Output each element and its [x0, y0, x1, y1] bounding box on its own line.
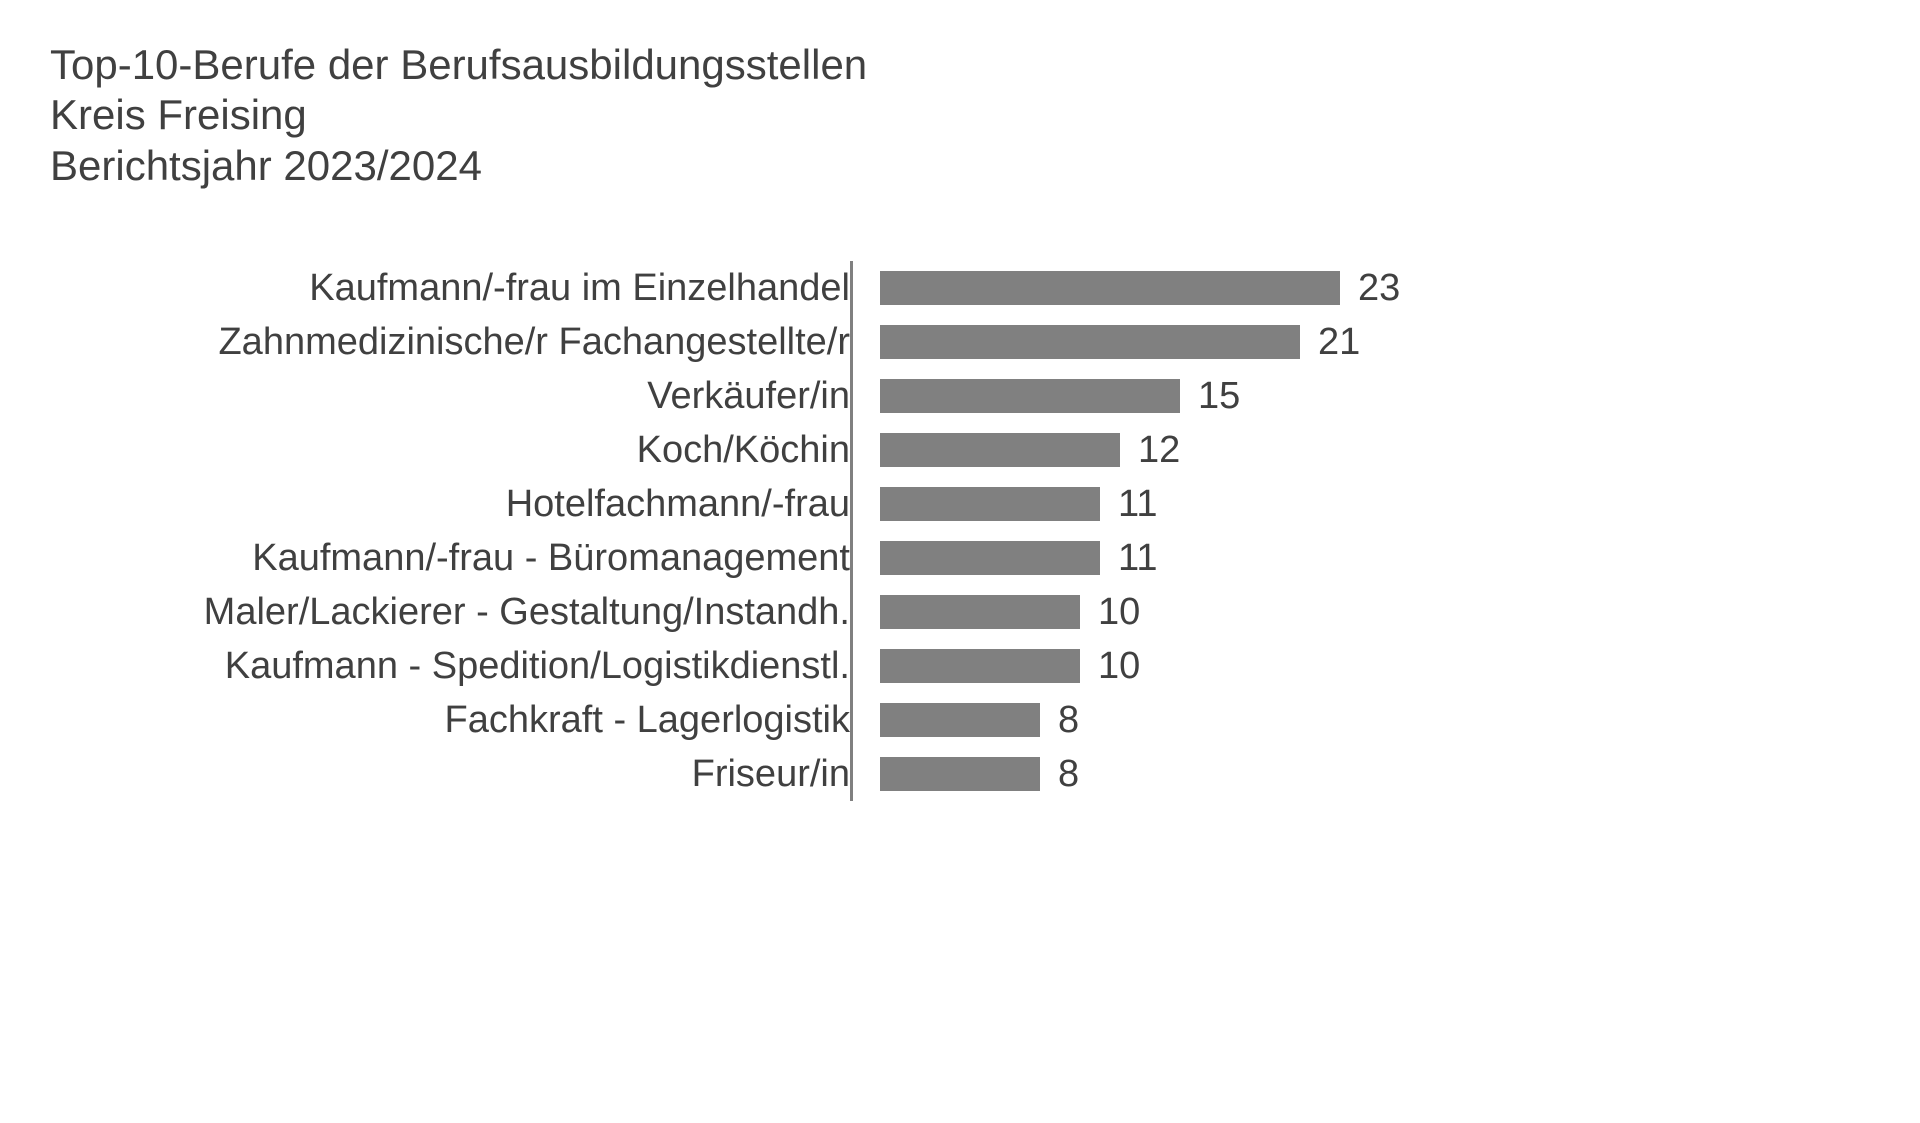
- bar-area: 10: [870, 645, 1870, 688]
- bar-value: 8: [1058, 699, 1079, 742]
- title-line-1: Top-10-Berufe der Berufsausbildungsstell…: [50, 40, 1870, 90]
- bar-area: 12: [870, 429, 1870, 472]
- chart-title: Top-10-Berufe der Berufsausbildungsstell…: [50, 40, 1870, 191]
- bar-row: Kaufmann - Spedition/Logistikdienstl. 10: [110, 639, 1870, 693]
- bar-value: 11: [1118, 537, 1157, 580]
- bar-value: 11: [1118, 483, 1157, 526]
- bar-area: 10: [870, 591, 1870, 634]
- bar-row: Fachkraft - Lagerlogistik 8: [110, 693, 1870, 747]
- bar-label: Friseur/in: [110, 753, 870, 796]
- bar-label: Maler/Lackierer - Gestaltung/Instandh.: [110, 591, 870, 634]
- bar-area: 8: [870, 699, 1870, 742]
- bar-row: Kaufmann/-frau - Büromanagement 11: [110, 531, 1870, 585]
- bar-area: 8: [870, 753, 1870, 796]
- bar-row: Zahnmedizinische/r Fachangestellte/r 21: [110, 315, 1870, 369]
- bar: [880, 649, 1080, 683]
- bar-label: Zahnmedizinische/r Fachangestellte/r: [110, 321, 870, 364]
- bar-row: Hotelfachmann/-frau 11: [110, 477, 1870, 531]
- chart-container: Top-10-Berufe der Berufsausbildungsstell…: [0, 0, 1920, 841]
- bar-row: Friseur/in 8: [110, 747, 1870, 801]
- bar-value: 10: [1098, 645, 1140, 688]
- bar-row: Maler/Lackierer - Gestaltung/Instandh. 10: [110, 585, 1870, 639]
- bar-area: 21: [870, 321, 1870, 364]
- bar-row: Kaufmann/-frau im Einzelhandel 23: [110, 261, 1870, 315]
- bar-label: Hotelfachmann/-frau: [110, 483, 870, 526]
- bar-label: Fachkraft - Lagerlogistik: [110, 699, 870, 742]
- bar-area: 11: [870, 483, 1870, 526]
- bar-label: Kaufmann/-frau im Einzelhandel: [110, 267, 870, 310]
- horizontal-bar-chart: Kaufmann/-frau im Einzelhandel 23 Zahnmedi…: [110, 261, 1870, 801]
- bar-area: 15: [870, 375, 1870, 418]
- bar-value: 15: [1198, 375, 1240, 418]
- bar-area: 23: [870, 267, 1870, 310]
- bar-value: 8: [1058, 753, 1079, 796]
- title-line-3: Berichtsjahr 2023/2024: [50, 141, 1870, 191]
- bar-row: Koch/Köchin 12: [110, 423, 1870, 477]
- bar: [880, 325, 1300, 359]
- title-line-2: Kreis Freising: [50, 90, 1870, 140]
- bar-label: Kaufmann/-frau - Büromanagement: [110, 537, 870, 580]
- bar: [880, 433, 1120, 467]
- bar: [880, 271, 1340, 305]
- bar: [880, 541, 1100, 575]
- y-axis: [850, 261, 853, 801]
- bar-label: Verkäufer/in: [110, 375, 870, 418]
- bar: [880, 595, 1080, 629]
- bar: [880, 379, 1180, 413]
- bar-label: Koch/Köchin: [110, 429, 870, 472]
- bar: [880, 703, 1040, 737]
- bar: [880, 487, 1100, 521]
- bar-label: Kaufmann - Spedition/Logistikdienstl.: [110, 645, 870, 688]
- bar: [880, 757, 1040, 791]
- bar-value: 21: [1318, 321, 1360, 364]
- bar-row: Verkäufer/in 15: [110, 369, 1870, 423]
- bar-area: 11: [870, 537, 1870, 580]
- bar-value: 23: [1358, 267, 1400, 310]
- bar-value: 10: [1098, 591, 1140, 634]
- bar-value: 12: [1138, 429, 1180, 472]
